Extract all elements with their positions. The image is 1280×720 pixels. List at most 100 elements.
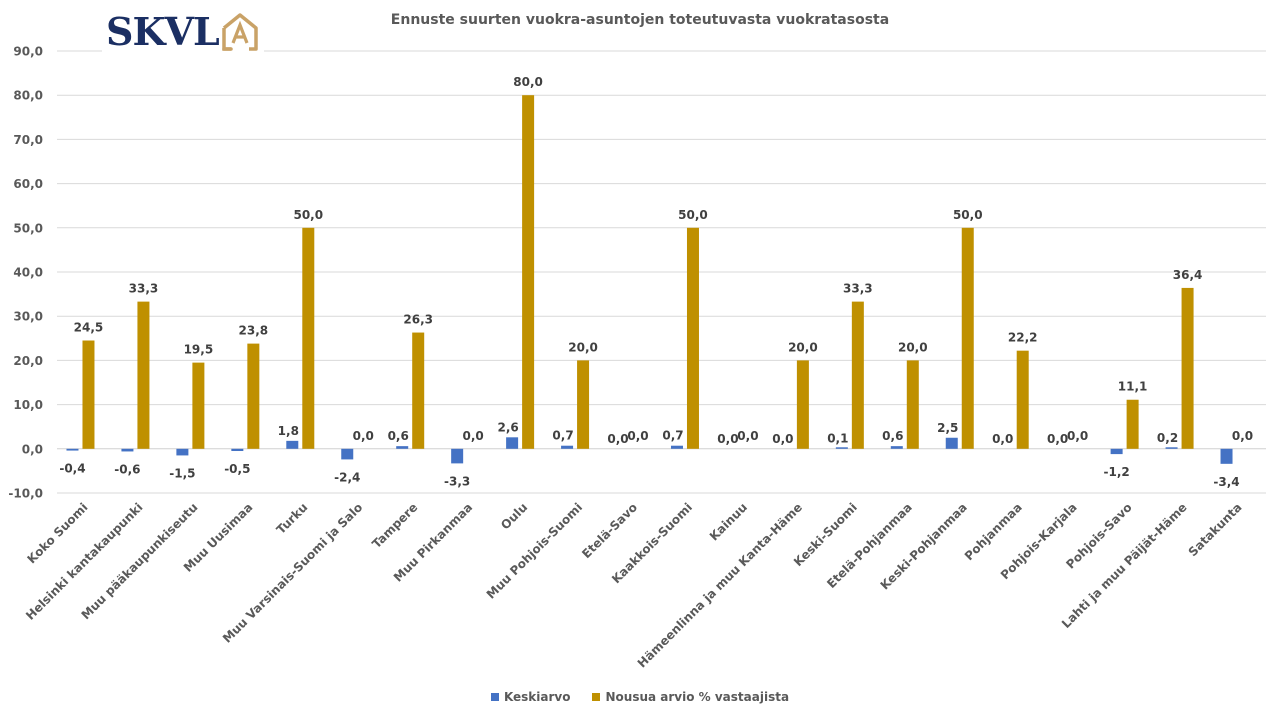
y-tick-label: 80,0 xyxy=(13,89,43,103)
data-label: 1,8 xyxy=(278,424,299,438)
bar-nousua xyxy=(137,301,150,449)
y-tick-label: 70,0 xyxy=(13,133,43,147)
legend-item-nousua: Nousua arvio % vastaajista xyxy=(592,690,789,704)
x-tick-label: Satakunta xyxy=(1186,500,1245,559)
data-label: 0,6 xyxy=(388,429,409,443)
data-label: 0,7 xyxy=(662,429,683,443)
data-label: 0,0 xyxy=(992,432,1013,446)
data-label: 0,0 xyxy=(1047,432,1068,446)
bar-nousua xyxy=(577,360,590,449)
data-label: 0,0 xyxy=(717,432,738,446)
bar-nousua xyxy=(1126,399,1139,449)
legend: Keskiarvo Nousua arvio % vastaajista xyxy=(0,690,1280,704)
x-tick-label: Kainuu xyxy=(707,500,750,543)
bar-keskiarvo xyxy=(670,445,683,449)
data-label: -3,4 xyxy=(1213,475,1239,489)
data-label: 0,0 xyxy=(607,432,628,446)
bar-keskiarvo xyxy=(1220,448,1233,464)
data-label: 0,0 xyxy=(737,429,758,443)
data-label: -0,6 xyxy=(114,462,140,476)
legend-swatch xyxy=(490,693,499,701)
bar-nousua xyxy=(686,227,699,449)
x-tick-label: Turku xyxy=(274,500,311,537)
x-tick-label: Muu Pohjois-Suomi xyxy=(484,500,585,601)
bar-keskiarvo xyxy=(835,447,848,449)
bar-nousua xyxy=(1016,350,1029,449)
bar-nousua xyxy=(522,95,535,449)
data-label: 22,2 xyxy=(1008,331,1038,345)
y-tick-label: 20,0 xyxy=(13,354,43,368)
skvl-logo: SKVL xyxy=(102,12,264,52)
bar-keskiarvo xyxy=(1165,447,1178,449)
data-label: 0,2 xyxy=(1157,431,1178,445)
legend-label: Keskiarvo xyxy=(503,690,571,704)
bar-keskiarvo xyxy=(561,445,574,449)
bar-nousua xyxy=(961,227,974,449)
legend-swatch xyxy=(592,693,601,701)
bar-nousua xyxy=(302,227,315,449)
data-label: -0,5 xyxy=(224,462,250,476)
data-label: 11,1 xyxy=(1118,380,1148,394)
data-label: 50,0 xyxy=(678,208,708,222)
bar-keskiarvo xyxy=(231,448,244,452)
data-label: 50,0 xyxy=(953,208,983,222)
data-label: 0,0 xyxy=(1067,429,1088,443)
bar-nousua xyxy=(906,360,919,449)
y-tick-label: 90,0 xyxy=(13,45,43,59)
bar-keskiarvo xyxy=(341,448,354,460)
data-label: 24,5 xyxy=(74,321,104,335)
data-label: 0,1 xyxy=(827,431,848,445)
data-label: 2,6 xyxy=(497,420,518,434)
bar-keskiarvo xyxy=(1110,448,1123,455)
bar-keskiarvo xyxy=(396,446,409,449)
bar-nousua xyxy=(796,360,809,449)
bar-keskiarvo xyxy=(506,437,519,449)
logo-text: SKVL xyxy=(106,9,220,54)
bar-nousua xyxy=(1181,287,1194,449)
data-label: -0,4 xyxy=(59,462,85,476)
data-label: -1,5 xyxy=(169,466,195,480)
bar-nousua xyxy=(82,340,95,449)
y-tick-label: 60,0 xyxy=(13,177,43,191)
x-tick-label: Etelä-Savo xyxy=(579,500,640,561)
bar-keskiarvo xyxy=(66,448,79,451)
x-tick-label: Muu pääkaupunkiseutu xyxy=(79,500,201,622)
data-label: -3,3 xyxy=(444,474,470,488)
data-label: -2,4 xyxy=(334,470,360,484)
y-axis: -10,0 0,0 10,0 20,0 30,0 40,0 50,0 60,0 70,0 80,0… xyxy=(8,45,43,501)
data-label: 80,0 xyxy=(513,75,543,89)
y-tick-label: 0,0 xyxy=(22,442,43,456)
data-label: 20,0 xyxy=(788,340,818,354)
data-label: 2,5 xyxy=(937,421,958,435)
data-label: 0,0 xyxy=(353,429,374,443)
y-tick-label: 40,0 xyxy=(13,266,43,280)
data-label: 33,3 xyxy=(129,282,159,296)
bar-keskiarvo xyxy=(890,446,903,449)
bar-keskiarvo xyxy=(176,448,189,456)
data-label: 19,5 xyxy=(184,343,214,357)
data-label: 20,0 xyxy=(898,340,928,354)
gridlines xyxy=(57,50,1266,494)
bar-keskiarvo xyxy=(945,437,958,449)
data-label: 0,0 xyxy=(463,429,484,443)
bar-nousua xyxy=(192,362,205,449)
x-tick-label: Helsinki kantakaupunki xyxy=(23,500,145,622)
data-label: 0,0 xyxy=(772,432,793,446)
house-a-icon xyxy=(221,13,258,51)
data-label: 0,7 xyxy=(552,429,573,443)
data-label: 36,4 xyxy=(1173,268,1203,282)
bar-keskiarvo xyxy=(286,440,299,449)
legend-item-keskiarvo: Keskiarvo xyxy=(490,690,571,704)
bar-nousua xyxy=(851,301,864,449)
data-label: 50,0 xyxy=(293,208,323,222)
data-label: 20,0 xyxy=(568,340,598,354)
data-label: 26,3 xyxy=(403,313,433,327)
data-label: 0,0 xyxy=(627,429,648,443)
y-tick-label: -10,0 xyxy=(8,487,43,501)
x-tick-label: Tampere xyxy=(369,500,420,551)
bar-keskiarvo xyxy=(121,448,134,452)
bar-keskiarvo xyxy=(451,448,464,464)
data-label: 33,3 xyxy=(843,282,873,296)
y-tick-label: 30,0 xyxy=(13,310,43,324)
